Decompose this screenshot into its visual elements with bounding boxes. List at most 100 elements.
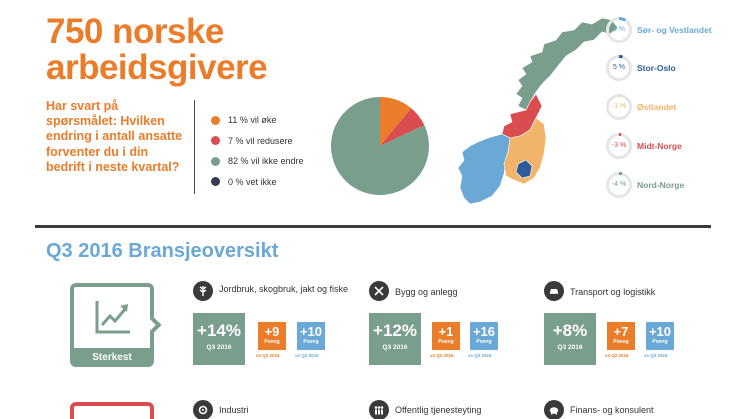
legend-item-increase: 11 % vil øke xyxy=(211,110,304,131)
norway-map xyxy=(457,17,619,205)
region-value: -3 % xyxy=(611,142,627,149)
stat-value: +10 xyxy=(648,324,672,339)
stat-unit: Poeng xyxy=(264,339,280,345)
legend-dot xyxy=(211,115,220,125)
wheat-icon xyxy=(193,281,213,301)
legend-item-reduce: 7 % vil redusere xyxy=(211,131,304,152)
region-ring xyxy=(606,17,632,43)
car-icon xyxy=(544,281,564,301)
legend-label: 0 % vet ikke xyxy=(228,176,277,187)
legend-item-no-change: 82 % vil ikke endre xyxy=(211,151,304,172)
stat-vs-q2: +9 Poeng xyxy=(258,322,286,350)
region-stor-oslo: 5 % Stor-Oslo xyxy=(605,54,745,86)
region-name: Nord-Norge xyxy=(637,180,685,190)
divider xyxy=(194,100,195,194)
stat-main: +14% Q3 2016 xyxy=(193,313,245,365)
people-icon xyxy=(369,400,389,419)
map-region-nord-norge xyxy=(515,17,619,111)
strongest-label: Sterkest xyxy=(74,348,150,367)
gears-icon xyxy=(193,400,213,419)
region-ring xyxy=(606,94,632,120)
legend-dot xyxy=(211,136,220,146)
stat-value: +1 xyxy=(438,324,454,339)
stat-main: +8% Q3 2016 xyxy=(544,313,596,365)
legend-dot xyxy=(211,177,220,187)
legend-label: 7 % vil redusere xyxy=(228,135,293,146)
industry-public-services: Offentlig tjenesteyting xyxy=(369,400,539,419)
region-midt-norge: -3 % Midt-Norge xyxy=(605,132,745,164)
stat-vs-q3: +10 Poeng xyxy=(297,322,325,350)
stat-unit: Poeng xyxy=(613,339,629,345)
stat-main-value: +12% xyxy=(373,321,417,340)
piggy-bank-icon xyxy=(544,400,564,419)
industry-manufacturing: Industri xyxy=(193,400,363,419)
legend-label: 82 % vil ikke endre xyxy=(228,156,304,167)
stat-caption: vs Q3 2015 xyxy=(295,353,319,358)
region-value: 5 % xyxy=(612,64,626,71)
strongest-box: Sterkest xyxy=(70,283,162,367)
stat-main-sub: Q3 2016 xyxy=(382,344,408,351)
region-ring xyxy=(606,172,632,198)
stat-vs-q2: +1 Poeng xyxy=(432,322,460,350)
region-name: Midt-Norge xyxy=(637,141,682,151)
stat-main-sub: Q3 2016 xyxy=(557,344,583,351)
box-pointer xyxy=(144,316,162,334)
stat-vs-q3: +10 Poeng xyxy=(646,322,674,350)
industry-name: Transport og logistikk xyxy=(570,287,656,297)
stat-value: +9 xyxy=(264,324,280,339)
region-sor-vestlandet: 9 % Sør- og Vestlandet xyxy=(605,16,745,48)
industry-agriculture: Jordbruk, skogbruk, jakt og fiske xyxy=(193,281,363,371)
region-name: Østlandet xyxy=(637,102,677,112)
tools-icon xyxy=(369,281,389,301)
industry-name: Finans- og konsulent xyxy=(570,405,654,415)
region-ring xyxy=(606,133,632,159)
pie-legend: 11 % vil øke 7 % vil redusere 82 % vil i… xyxy=(211,110,304,192)
pie-slice-increase xyxy=(380,97,412,146)
region-value: -4 % xyxy=(611,181,627,188)
stat-unit: Poeng xyxy=(438,339,454,345)
stat-caption: vs Q2 2016 xyxy=(430,353,454,358)
industry-name: Industri xyxy=(219,405,249,415)
stat-caption: vs Q2 2016 xyxy=(605,353,629,358)
industry-finance: Finans- og konsulent xyxy=(544,400,724,419)
industry-name: Bygg og anlegg xyxy=(395,287,458,297)
stat-vs-q2: +7 Poeng xyxy=(607,322,635,350)
stat-main: +12% Q3 2016 xyxy=(369,313,421,365)
legend-dot xyxy=(211,156,220,166)
industry-transport: Transport og logistikk xyxy=(544,281,724,301)
region-value: 9 % xyxy=(612,26,626,33)
map-region-stor-oslo xyxy=(515,159,533,179)
stat-value: +7 xyxy=(613,324,629,339)
industry-name: Jordbruk, skogbruk, jakt og fiske xyxy=(219,284,349,294)
section-title: Q3 2016 Bransjeoversikt xyxy=(46,240,279,262)
stat-caption: vs Q3 2015 xyxy=(468,353,492,358)
stat-main-sub: Q3 2016 xyxy=(206,344,232,351)
map-region-ostlandet xyxy=(503,117,547,185)
section-divider xyxy=(35,225,711,228)
stat-value: +16 xyxy=(472,324,496,339)
region-value: -1 % xyxy=(611,103,627,110)
page-title: 750 norske arbeidsgivere xyxy=(46,12,268,87)
region-ostlandet: -1 % Østlandet xyxy=(605,93,745,125)
industry-construction: Bygg og anlegg xyxy=(369,281,539,301)
survey-question: Har svart på spørsmålet: Hvilken endring… xyxy=(46,99,183,174)
map-region-sor-vest xyxy=(457,133,513,205)
region-name: Stor-Oslo xyxy=(637,63,676,73)
region-name: Sør- og Vestlandet xyxy=(637,25,712,35)
region-ring xyxy=(606,55,632,81)
stat-main-value: +14% xyxy=(197,321,241,340)
legend-label: 11 % vil øke xyxy=(228,115,277,126)
pie-chart xyxy=(331,97,429,195)
region-nord-norge: -4 % Nord-Norge xyxy=(605,171,745,203)
pie-slice-reduce xyxy=(380,108,425,146)
weakest-box xyxy=(70,402,154,419)
trend-up-icon xyxy=(95,301,130,334)
stat-main-value: +8% xyxy=(552,321,588,340)
pie-slice-no-change xyxy=(331,97,429,195)
stat-caption: vs Q3 2015 xyxy=(644,353,668,358)
stat-unit: Poeng xyxy=(652,339,668,345)
stat-unit: Poeng xyxy=(476,339,492,345)
stat-caption: vs Q2 2016 xyxy=(256,353,280,358)
stat-value: +10 xyxy=(299,324,323,339)
stat-vs-q3: +16 Poeng xyxy=(470,322,498,350)
